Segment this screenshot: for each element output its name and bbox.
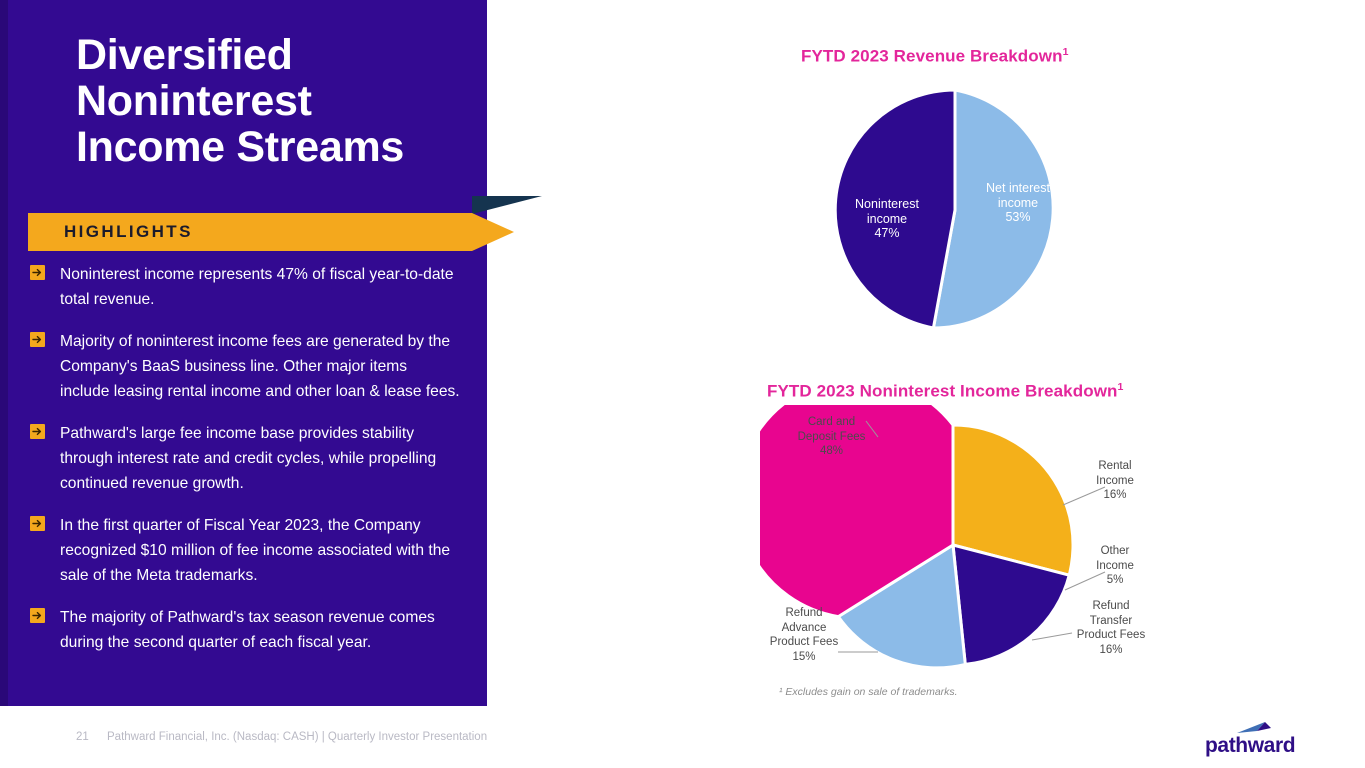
list-item-text: Pathward's large fee income base provide… — [60, 425, 437, 492]
banner-body — [28, 213, 472, 251]
arrow-right-bullet-icon — [30, 608, 45, 623]
pie-2-label-rental-income: Rental Income 16% — [1080, 459, 1150, 503]
leader-line-rental-income — [1062, 486, 1106, 506]
pie-2-label-card-and-deposit-fees-line-1: Card and — [807, 416, 856, 428]
footer-caption: Pathward Financial, Inc. (Nasdaq: CASH) … — [107, 731, 488, 743]
chart-1-title: FYTD 2023 Revenue Breakdown1 — [801, 46, 1069, 67]
title-line-1: Diversified — [76, 31, 293, 79]
pie-2-label-refund-advance-product-fees-value: 15% — [792, 650, 816, 663]
pie-2-leader-lines — [838, 420, 1106, 653]
title-line-2: Noninterest — [76, 77, 312, 125]
list-item-text: Majority of noninterest income fees are … — [60, 333, 460, 400]
list-item: Noninterest income represents 47% of fis… — [30, 262, 475, 312]
banner-arrow-tip-icon — [472, 213, 514, 251]
pathward-logo: pathward — [1205, 722, 1301, 757]
pie-2-label-refund-transfer-product-fees-line-1: Refund — [1092, 600, 1130, 612]
chart-1-title-text: FYTD 2023 Revenue Breakdown — [801, 46, 1063, 66]
banner-label: HIGHLIGHTS — [64, 222, 193, 241]
pie-2-label-card-and-deposit-fees: Card and Deposit Fees 48% — [784, 415, 879, 459]
pie-2-label-other-income-line-1: Other — [1100, 545, 1130, 557]
arrow-right-bullet-icon — [30, 424, 45, 439]
leader-line-card-and-deposit-fees — [865, 420, 879, 438]
left-panel: Diversified Noninterest Income Streams — [0, 0, 487, 706]
pie-1-slice-net-interest-income — [931, 88, 1055, 330]
pie-2-slice-refund-advance-product-fees — [836, 542, 967, 670]
leader-line-refund-transfer-product-fees — [1031, 632, 1073, 641]
chart-2-title: FYTD 2023 Noninterest Income Breakdown1 — [767, 381, 1123, 402]
pie-2-label-refund-advance-product-fees: Refund Advance Product Fees 15% — [758, 606, 850, 664]
pie-2-label-refund-advance-product-fees-line-2: Advance — [781, 621, 827, 634]
list-item: Majority of noninterest income fees are … — [30, 329, 475, 404]
pie-1-label-noninterest-income: Noninterest income 47% — [837, 197, 937, 241]
pie-2-label-other-income-value: 5% — [1106, 574, 1124, 586]
page-title: Diversified Noninterest Income Streams — [76, 32, 476, 170]
chart-footnote: ¹ Excludes gain on sale of trademarks. — [779, 686, 958, 698]
pie-1-label-net-interest-income: Net interest income 53% — [968, 181, 1068, 225]
arrow-right-bullet-icon — [30, 332, 45, 347]
pie-2-label-refund-transfer-product-fees-value: 16% — [1099, 643, 1123, 656]
pie-2-label-rental-income-line-2: Income — [1096, 474, 1134, 487]
pie-2-label-refund-advance-product-fees-line-3: Product Fees — [769, 636, 839, 648]
list-item-text: The majority of Pathward's tax season re… — [60, 609, 435, 651]
pie-2-label-other-income-line-2: Income — [1096, 559, 1134, 572]
title-line-3: Income Streams — [76, 123, 405, 171]
pie-2-label-rental-income-value: 16% — [1103, 489, 1127, 501]
pie-1-svg — [833, 88, 1055, 330]
pie-2-label-refund-transfer-product-fees-line-3: Product Fees — [1076, 629, 1146, 641]
noninterest-income-breakdown-pie-chart: Card and Deposit Fees 48% Rental Income … — [736, 376, 1180, 675]
pie-2-slice-refund-transfer-product-fees — [951, 543, 1072, 667]
arrow-right-bullet-icon — [30, 265, 45, 280]
list-item-text: In the first quarter of Fiscal Year 2023… — [60, 517, 451, 584]
left-edge-accent — [0, 0, 8, 706]
list-item: The majority of Pathward's tax season re… — [30, 605, 475, 655]
leader-line-other-income — [1064, 571, 1106, 591]
pie-2-svg — [736, 376, 1106, 670]
list-item: In the first quarter of Fiscal Year 2023… — [30, 513, 475, 588]
highlights-list: Noninterest income represents 47% of fis… — [30, 262, 475, 672]
chart-2-title-superscript: 1 — [1117, 381, 1124, 393]
banner-shadow-triangle — [472, 196, 542, 214]
chart-1-title-superscript: 1 — [1062, 46, 1069, 58]
pie-2-label-other-income: Other Income 5% — [1080, 544, 1150, 588]
pie-2-label-refund-transfer-product-fees-line-2: Transfer — [1089, 614, 1133, 627]
revenue-breakdown-pie-chart: Net interest income 53% Noninterest inco… — [820, 85, 1090, 335]
highlights-banner: HIGHLIGHTS — [28, 196, 542, 252]
chart-2-title-text: FYTD 2023 Noninterest Income Breakdown — [767, 381, 1118, 401]
list-item: Pathward's large fee income base provide… — [30, 421, 475, 496]
pie-1-label-net-interest-income-name: Net interest income — [986, 181, 1050, 210]
pathward-logo-text: pathward — [1205, 734, 1296, 757]
pie-2-slices — [736, 376, 1075, 670]
pie-2-label-refund-transfer-product-fees: Refund Transfer Product Fees 16% — [1065, 599, 1157, 657]
pie-1-slice-noninterest-income — [833, 88, 957, 330]
pie-2-label-refund-advance-product-fees-line-1: Refund — [785, 607, 823, 619]
pie-2-label-card-and-deposit-fees-line-2: Deposit Fees — [797, 430, 866, 443]
footer-page-number: 21 — [76, 731, 89, 743]
pie-1-label-net-interest-income-value: 53% — [1005, 210, 1031, 224]
pie-1-label-noninterest-income-name: Noninterest income — [855, 197, 919, 226]
pie-2-label-rental-income-line-1: Rental — [1098, 460, 1132, 472]
arrow-right-bullet-icon — [30, 516, 45, 531]
pie-1-label-noninterest-income-value: 47% — [874, 226, 900, 240]
pie-2-label-card-and-deposit-fees-value: 48% — [819, 445, 844, 457]
pathward-arrow-icon — [1237, 722, 1271, 733]
list-item-text: Noninterest income represents 47% of fis… — [60, 266, 454, 308]
